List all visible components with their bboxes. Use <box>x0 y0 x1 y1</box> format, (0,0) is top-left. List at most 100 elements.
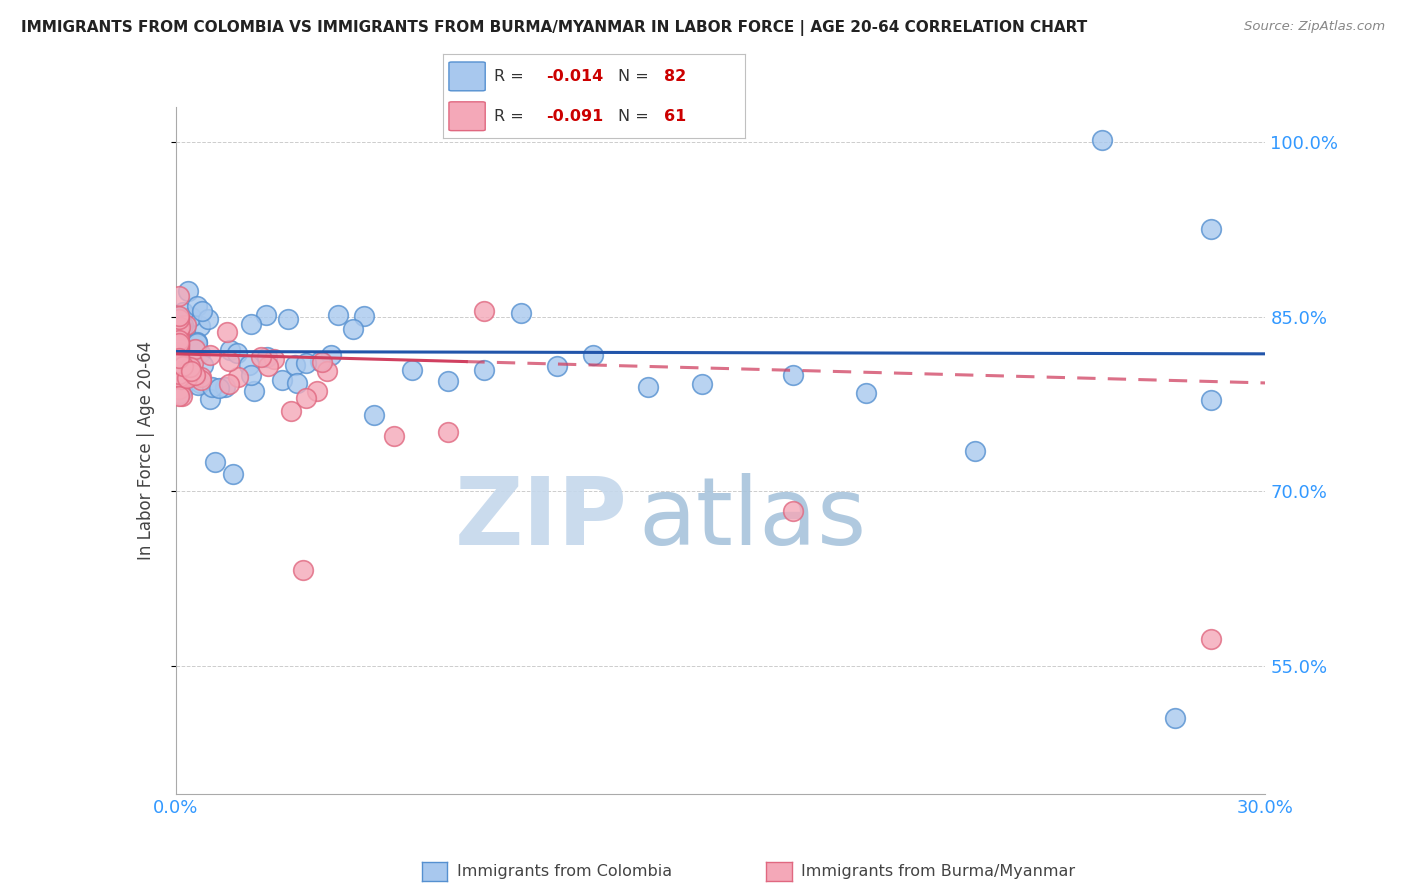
Point <box>180 364 202 378</box>
Point <box>169 355 191 369</box>
Point <box>169 337 191 351</box>
Point <box>342 322 364 336</box>
Point <box>474 303 496 318</box>
Point <box>183 368 205 382</box>
Point <box>188 345 211 359</box>
Point <box>169 310 191 325</box>
Point <box>169 319 191 334</box>
Point <box>169 386 191 401</box>
Text: R =: R = <box>495 109 529 124</box>
Text: IMMIGRANTS FROM COLOMBIA VS IMMIGRANTS FROM BURMA/MYANMAR IN LABOR FORCE | AGE 2: IMMIGRANTS FROM COLOMBIA VS IMMIGRANTS F… <box>21 20 1087 36</box>
Point <box>169 357 191 371</box>
Point <box>250 351 273 365</box>
Point <box>215 325 238 339</box>
Point <box>218 376 240 391</box>
Text: Immigrants from Burma/Myanmar: Immigrants from Burma/Myanmar <box>801 864 1076 879</box>
Point <box>198 392 221 407</box>
Text: 61: 61 <box>664 109 686 124</box>
Point <box>197 311 219 326</box>
Point <box>169 353 191 368</box>
Point <box>190 376 212 390</box>
Point <box>169 355 191 369</box>
Point <box>169 352 191 367</box>
Point <box>176 284 198 298</box>
Point <box>169 389 191 403</box>
Point <box>172 318 194 332</box>
Point <box>169 353 191 368</box>
Point <box>219 343 242 358</box>
Point <box>170 359 193 373</box>
Point <box>170 360 193 375</box>
Point <box>169 324 191 338</box>
Point <box>169 371 191 385</box>
Text: Source: ZipAtlas.com: Source: ZipAtlas.com <box>1244 20 1385 33</box>
Point <box>582 348 605 362</box>
Point <box>254 308 277 322</box>
Point <box>170 365 193 379</box>
Point <box>191 358 214 372</box>
Point <box>169 312 191 326</box>
Point <box>1199 222 1222 236</box>
Point <box>963 444 986 458</box>
Point <box>172 359 194 373</box>
Point <box>474 363 496 377</box>
Point <box>1163 711 1185 725</box>
Point <box>169 334 191 348</box>
Point <box>174 318 197 333</box>
Point <box>277 312 299 326</box>
Point <box>1199 632 1222 646</box>
Point <box>170 368 193 383</box>
Point <box>169 356 191 370</box>
Point <box>263 352 285 367</box>
Point <box>190 373 212 387</box>
Point <box>169 338 191 352</box>
Point <box>287 376 309 391</box>
Point <box>284 358 307 372</box>
Point <box>186 345 208 359</box>
Point <box>225 346 247 360</box>
Point <box>181 356 204 370</box>
Point <box>169 322 191 336</box>
Point <box>169 322 191 336</box>
Point <box>169 342 191 356</box>
Point <box>307 384 329 399</box>
FancyBboxPatch shape <box>449 62 485 91</box>
Point <box>295 391 318 405</box>
Point <box>169 346 191 360</box>
Point <box>509 306 531 320</box>
Point <box>169 368 191 382</box>
Point <box>437 374 460 388</box>
FancyBboxPatch shape <box>449 102 485 130</box>
Text: ZIP: ZIP <box>456 473 628 566</box>
Point <box>294 355 316 369</box>
Point <box>169 340 191 354</box>
Point <box>692 376 714 391</box>
Point <box>238 358 260 372</box>
Point <box>326 308 349 322</box>
Point <box>187 378 209 392</box>
Point <box>169 345 191 359</box>
Point <box>169 334 191 349</box>
Text: atlas: atlas <box>638 473 868 566</box>
Text: N =: N = <box>619 109 654 124</box>
Point <box>319 348 342 362</box>
Point <box>1091 133 1114 147</box>
Point <box>169 360 191 375</box>
Point <box>190 370 212 384</box>
Point <box>172 389 194 403</box>
Point <box>169 382 191 396</box>
Point <box>437 425 460 440</box>
Point <box>309 354 332 368</box>
Point <box>172 305 194 319</box>
Point <box>169 289 191 303</box>
Point <box>169 337 191 351</box>
Text: R =: R = <box>495 69 529 84</box>
Point <box>239 317 262 331</box>
Point <box>180 310 202 324</box>
Point <box>169 309 191 323</box>
Point <box>291 563 314 577</box>
Point <box>169 383 191 397</box>
Point <box>316 364 339 378</box>
Point <box>240 368 263 382</box>
Point <box>169 369 191 384</box>
